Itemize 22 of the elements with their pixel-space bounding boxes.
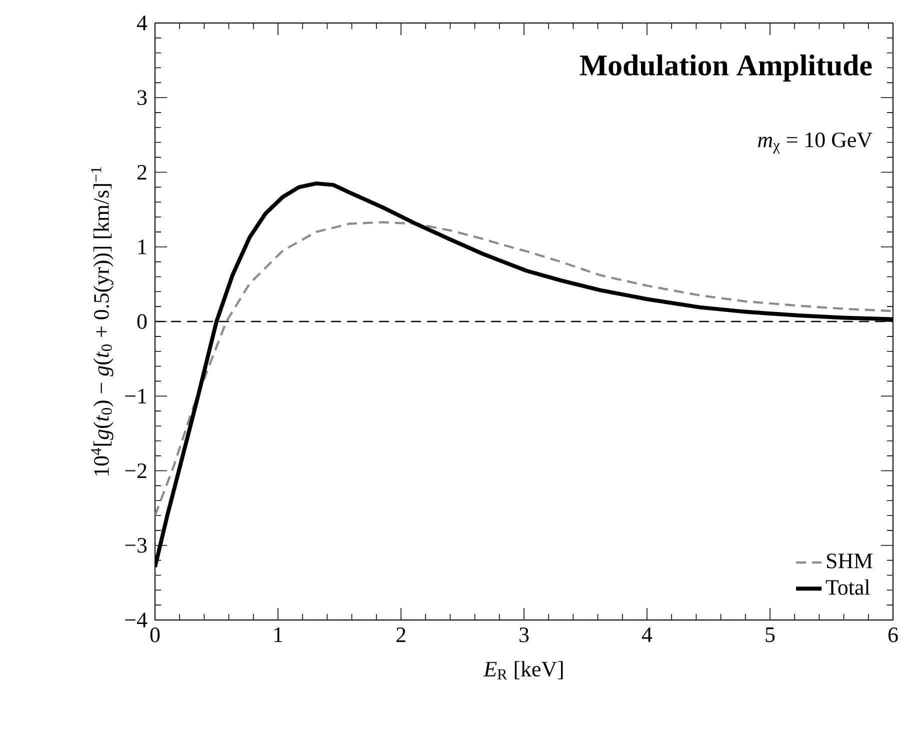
x-tick-label: 0 — [150, 628, 160, 642]
x-tick-label: 6 — [888, 628, 898, 642]
legend-label: SHM — [827, 554, 872, 568]
x-tick-label: 1 — [274, 628, 282, 642]
y-tick-label: 2 — [138, 164, 146, 180]
text: Modulation Amplitude — [580, 54, 872, 82]
text: 10$^{4}$[g(t$_{0}$) − g(t$_{0}$ + 0.5(yr))] [km/s]$^{−1}$ — [91, 167, 114, 476]
y-tick-label: 4 — [136, 16, 148, 30]
annotation: m$_{χ}$ = 10 GeV — [758, 132, 872, 154]
x-tick-label: 2 — [396, 628, 406, 642]
x-axis-title: E$_{R}$ [keV] — [483, 661, 563, 680]
y-tick-label: −2 — [125, 463, 146, 478]
y-tick-label: −4 — [125, 612, 148, 628]
y-tick-label: 3 — [138, 90, 147, 105]
y-tick-label: −3 — [125, 538, 147, 553]
x-tick-label: 5 — [766, 627, 775, 642]
legend-label: Total — [826, 579, 870, 595]
x-tick-label: 3 — [520, 628, 529, 642]
x-tick-label: 4 — [642, 628, 652, 642]
y-tick-label: 0 — [137, 314, 147, 329]
y-tick-label: −1 — [125, 388, 146, 404]
y-tick-label: 1 — [138, 240, 146, 254]
